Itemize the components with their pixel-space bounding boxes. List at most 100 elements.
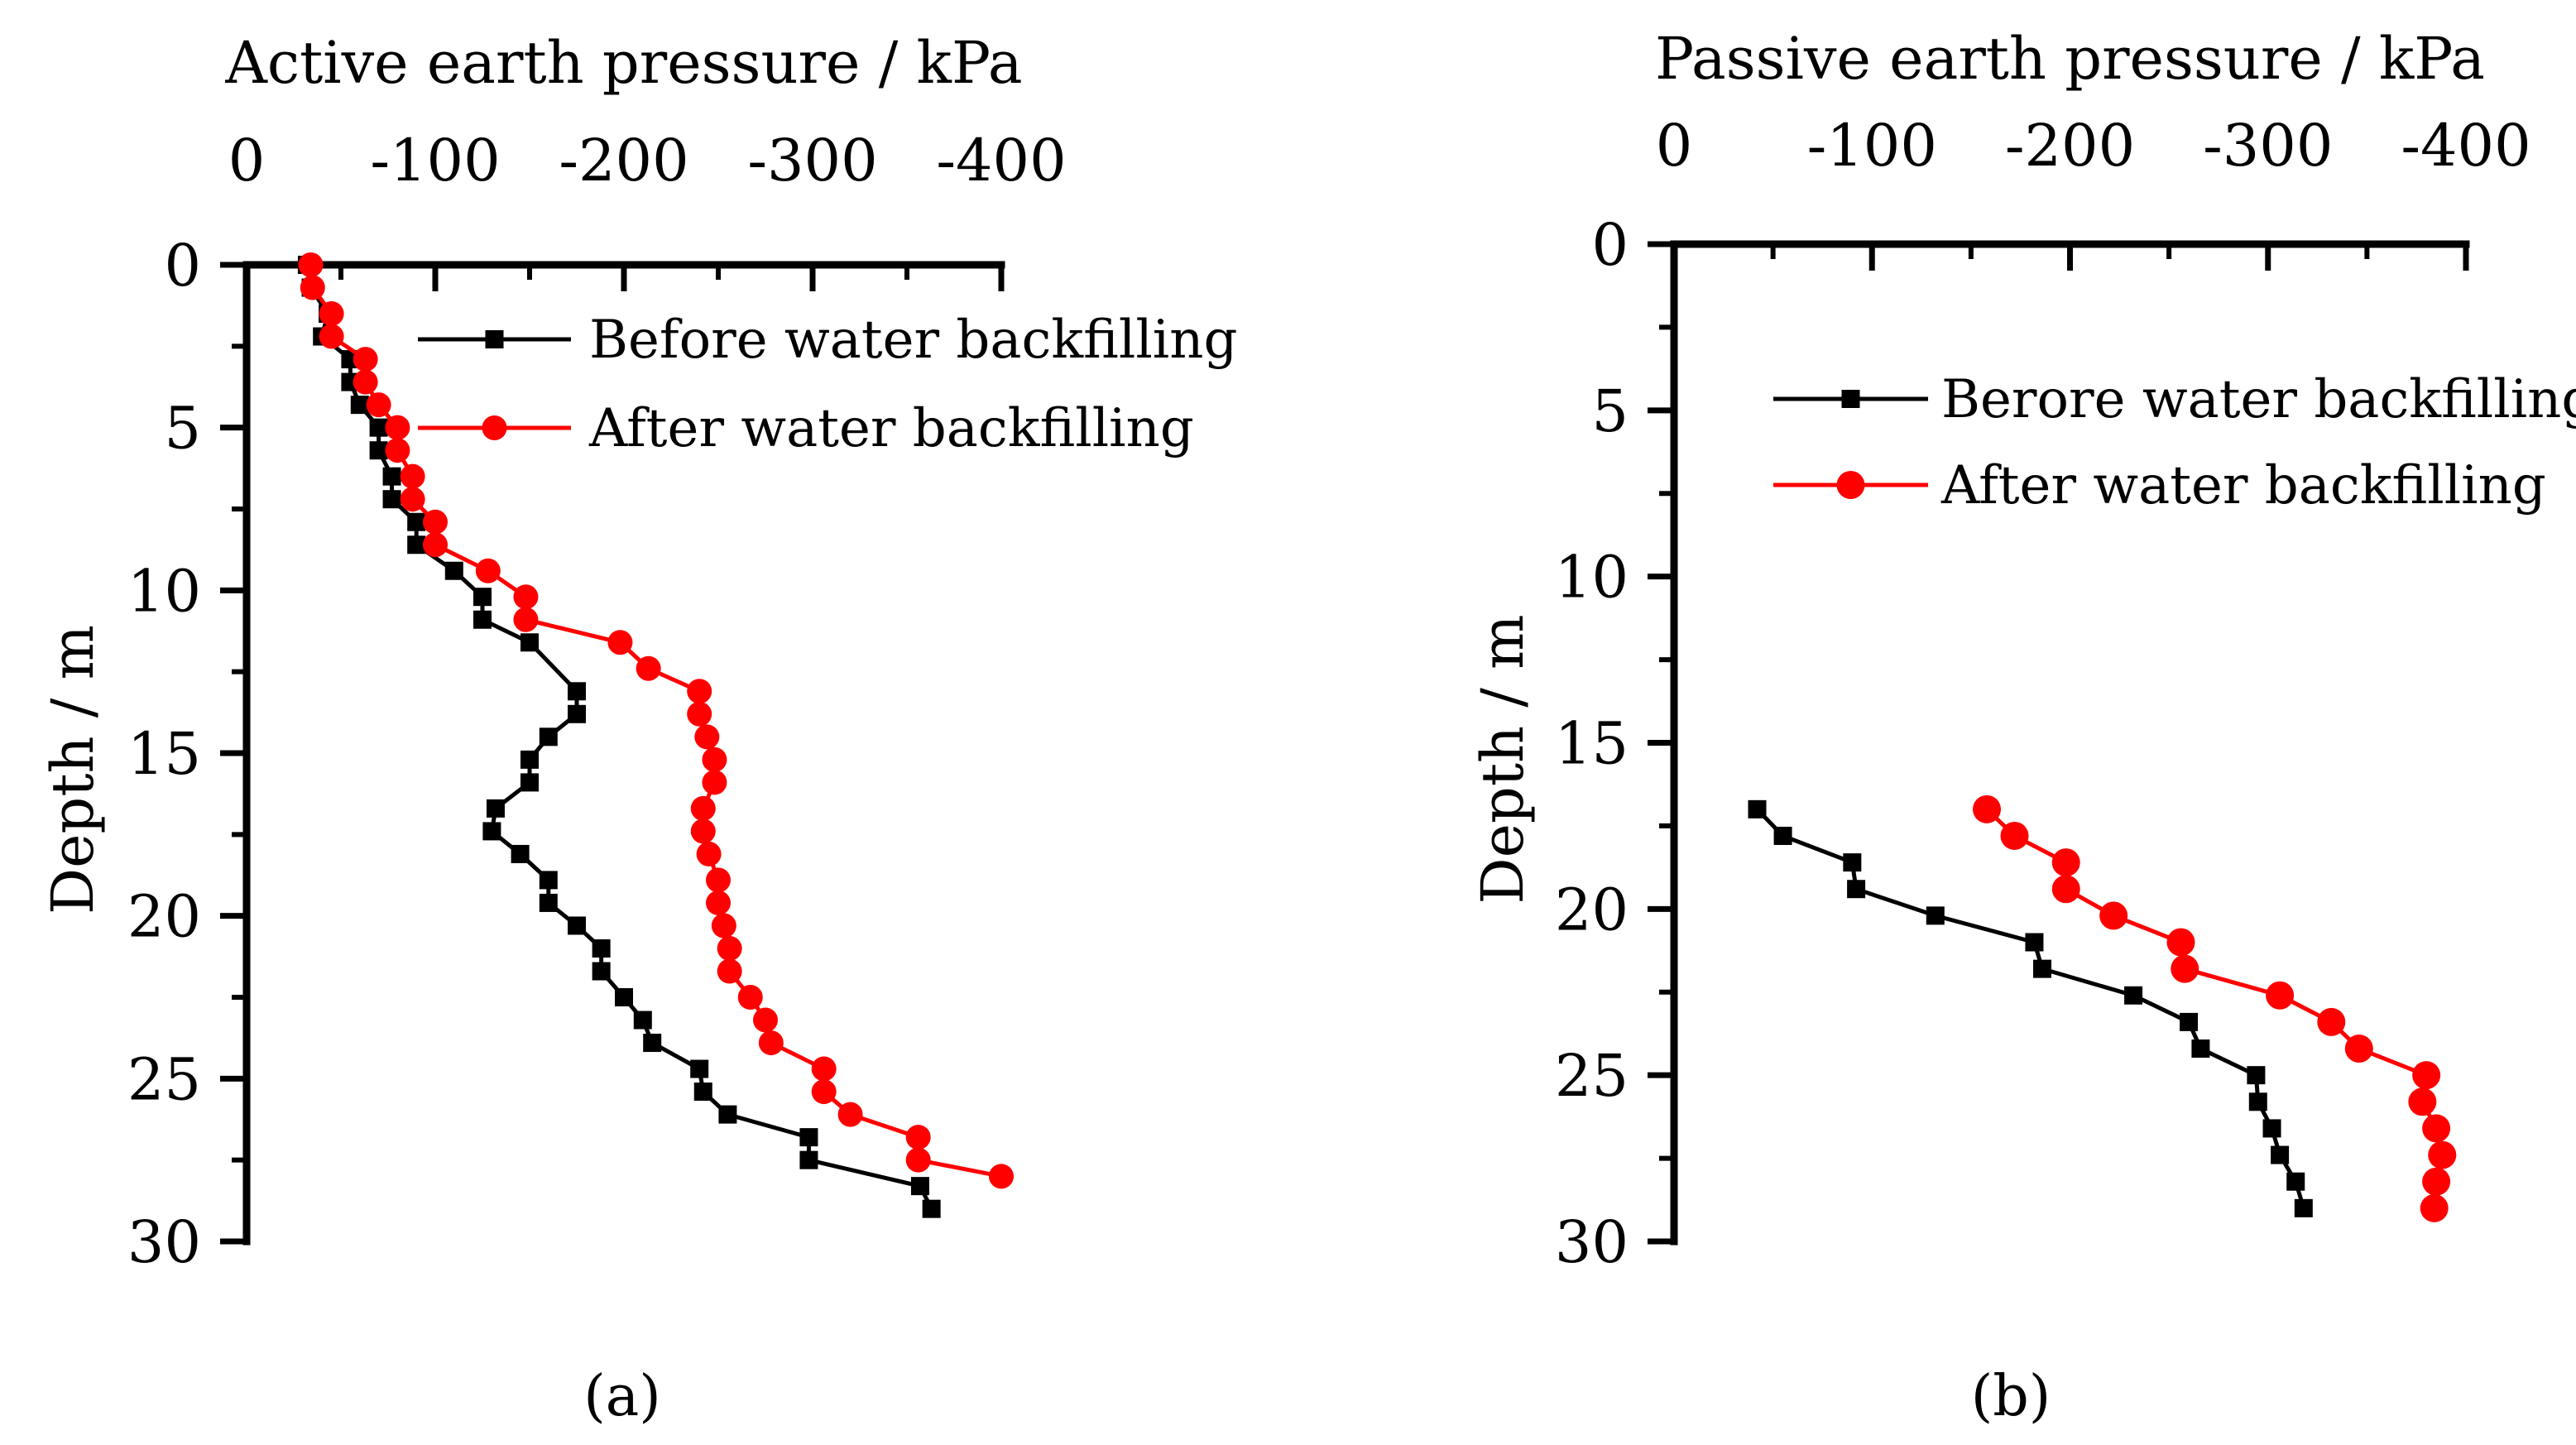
data-point xyxy=(2247,1066,2266,1085)
x-tick-label: -300 xyxy=(747,127,877,194)
data-point xyxy=(1973,795,2002,823)
data-point xyxy=(385,438,410,463)
data-point xyxy=(382,490,401,509)
data-point xyxy=(423,509,448,535)
legend-marker xyxy=(482,415,507,440)
data-point xyxy=(2294,1198,2313,1217)
x-tick-label: -300 xyxy=(2203,112,2333,180)
y-axis-title: Depth / m xyxy=(39,625,107,915)
data-point xyxy=(298,252,324,277)
data-point xyxy=(568,916,586,935)
y-tick-label: 30 xyxy=(1555,1208,1629,1276)
data-point xyxy=(693,1083,712,1102)
data-point xyxy=(910,1177,929,1196)
data-point xyxy=(690,1059,709,1078)
data-point xyxy=(520,750,539,769)
data-point xyxy=(643,1034,662,1053)
data-point xyxy=(2248,1092,2267,1111)
data-point xyxy=(2422,1114,2451,1143)
x-axis-title: Active earth pressure / kPa xyxy=(224,29,1022,97)
data-point xyxy=(2412,1061,2441,1090)
data-point xyxy=(592,962,611,981)
data-point xyxy=(1926,906,1945,925)
data-point xyxy=(1748,799,1767,819)
data-point xyxy=(702,747,727,772)
data-point xyxy=(369,418,388,437)
data-point xyxy=(758,1030,784,1056)
data-point xyxy=(407,512,426,531)
series-before xyxy=(1748,799,2313,1217)
data-point xyxy=(423,532,448,558)
data-point xyxy=(513,607,539,632)
data-point xyxy=(607,630,633,655)
y-axis-title: Depth / m xyxy=(1469,614,1537,904)
data-point xyxy=(696,841,722,867)
data-point xyxy=(473,588,492,607)
legend-marker xyxy=(1836,471,1865,499)
data-point xyxy=(592,939,611,958)
data-point xyxy=(717,958,742,984)
y-tick-label: 15 xyxy=(1555,710,1629,778)
data-point xyxy=(1847,880,1866,899)
data-point xyxy=(486,799,505,818)
y-tick-label: 30 xyxy=(127,1208,201,1276)
x-axis-title: Passive earth pressure / kPa xyxy=(1655,25,2485,93)
data-point xyxy=(2166,928,2195,957)
data-point xyxy=(837,1102,863,1127)
y-tick-label: 5 xyxy=(164,395,201,463)
series-after xyxy=(298,252,1014,1189)
data-point xyxy=(2262,1119,2281,1138)
legend-label: After water backfilling xyxy=(588,398,1194,459)
data-point xyxy=(702,770,727,795)
data-point xyxy=(2191,1039,2210,1059)
y-tick-label: 25 xyxy=(1555,1042,1629,1110)
data-point xyxy=(2099,901,2128,930)
data-point xyxy=(300,275,325,300)
data-point xyxy=(706,867,731,893)
panel-a: 0 -100 -200 -300 -400 0 5 10 15 20 25 30 Active eart… xyxy=(39,29,1237,1429)
data-point xyxy=(520,773,539,792)
data-point xyxy=(2317,1007,2346,1036)
data-point xyxy=(687,701,712,727)
x-tick-label: -100 xyxy=(370,127,500,194)
panel-caption: (b) xyxy=(1971,1364,2051,1429)
data-point xyxy=(366,392,391,418)
data-point xyxy=(2271,1145,2290,1164)
data-point xyxy=(706,890,731,915)
data-point xyxy=(615,988,633,1006)
legend-marker xyxy=(485,330,504,348)
x-tick-label: 0 xyxy=(1656,112,1693,180)
y-tick-label: 15 xyxy=(127,720,201,788)
data-point xyxy=(482,822,501,841)
data-point xyxy=(475,558,501,583)
data-point xyxy=(539,727,558,747)
data-point xyxy=(520,633,539,652)
legend-label: Berore water backfilling xyxy=(1941,369,2576,430)
x-tick-label: -200 xyxy=(559,127,688,194)
data-point xyxy=(2033,959,2052,978)
data-point xyxy=(905,1125,931,1150)
data-point xyxy=(633,1011,652,1030)
data-point xyxy=(319,324,344,349)
data-point xyxy=(2180,1012,2199,1031)
data-point xyxy=(350,396,369,415)
data-point xyxy=(636,655,661,681)
y-tick-label: 20 xyxy=(1555,876,1629,943)
data-point xyxy=(400,463,425,489)
data-point xyxy=(811,1056,837,1082)
data-point xyxy=(922,1199,941,1218)
legend-label: Before water backfilling xyxy=(589,310,1237,371)
data-point xyxy=(2286,1172,2305,1191)
y-tick-label: 10 xyxy=(127,557,201,625)
data-point xyxy=(690,795,716,821)
x-tick-label: -100 xyxy=(1807,112,1937,180)
y-tick-label: 0 xyxy=(1591,211,1629,279)
legend-label: After water backfilling xyxy=(1940,455,2546,516)
data-point xyxy=(2266,981,2295,1010)
data-point xyxy=(400,487,425,512)
data-point xyxy=(717,936,742,961)
data-point xyxy=(2428,1140,2457,1169)
y-tick-label: 0 xyxy=(164,232,201,300)
legend-marker xyxy=(1841,390,1860,408)
data-point xyxy=(385,415,410,440)
